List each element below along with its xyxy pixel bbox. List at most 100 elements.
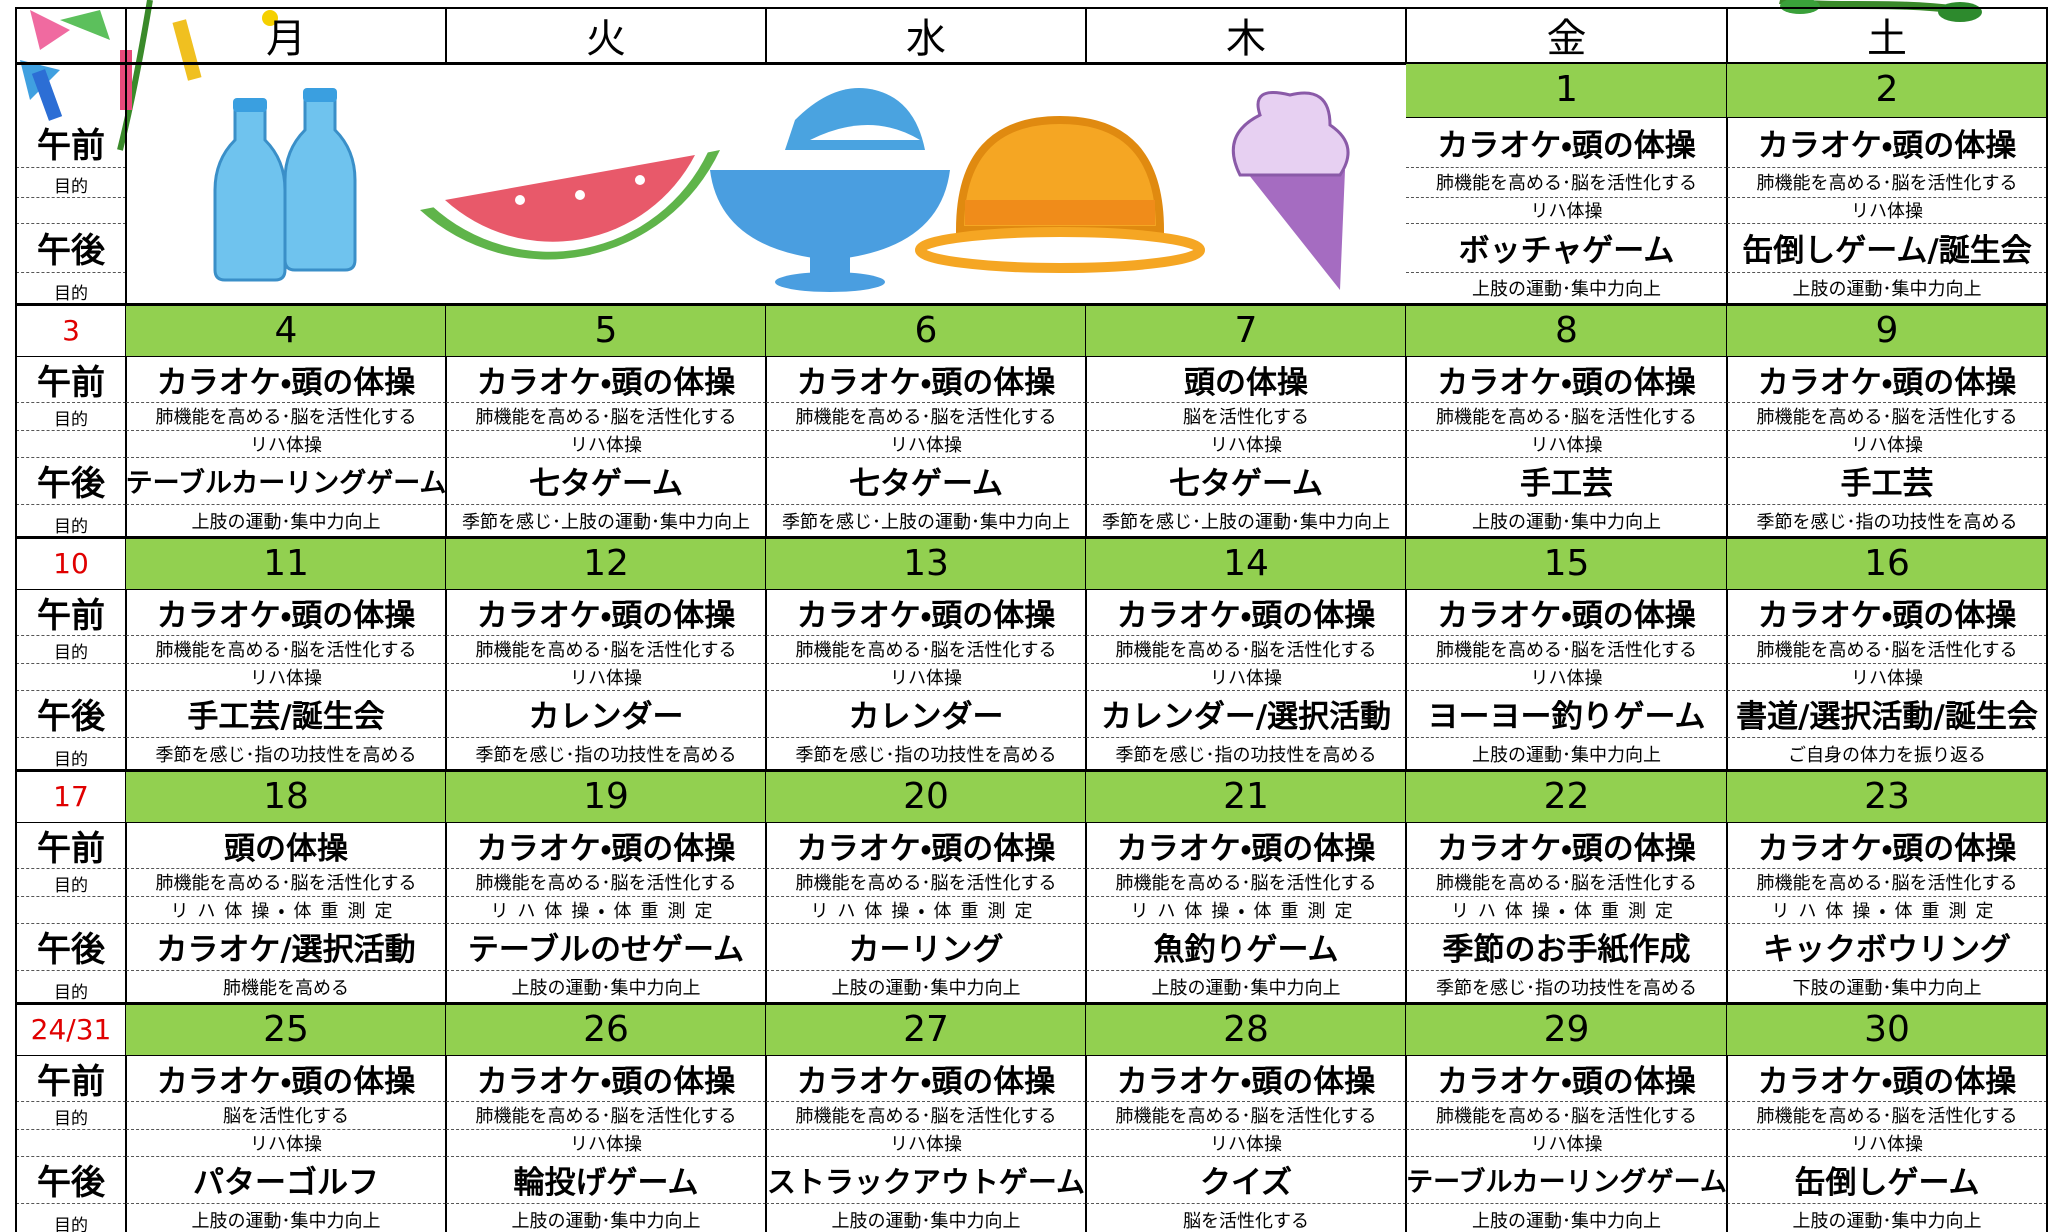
purpose-label: 目的 [54, 177, 88, 197]
day-number: 7 [1086, 304, 1406, 356]
rule [766, 1055, 1086, 1056]
rule [445, 7, 447, 62]
rule [1727, 770, 2047, 772]
am-activity: カラオケ・頭の体操 [1757, 1063, 2017, 1100]
am-activity: カラオケ・頭の体操 [1437, 597, 1696, 634]
am-purpose: 肺機能を高める･脳を活性化する [1115, 640, 1377, 661]
purpose-label: 目的 [54, 517, 88, 537]
rule [16, 62, 2047, 65]
rule [445, 1003, 447, 1232]
am-purpose: 肺機能を高める･脳を活性化する [475, 1106, 737, 1127]
am-activity: カラオケ・頭の体操 [796, 597, 1056, 634]
pm-purpose: 季節を感じ･指の功技性を高める [1115, 744, 1377, 766]
purpose-label: 目的 [54, 284, 88, 304]
ramune [213, 88, 357, 282]
dashed-rule [16, 970, 126, 971]
dashed-rule [446, 504, 766, 505]
pm-label: 午後 [37, 1163, 105, 1203]
dashed-rule [126, 1156, 446, 1157]
rule [765, 304, 767, 537]
rule [1726, 1003, 1728, 1232]
rule [1406, 62, 1727, 64]
dashed-rule [1086, 635, 1406, 636]
rule [1406, 1055, 1727, 1056]
day-number: 4 [126, 304, 446, 356]
dashed-rule [766, 663, 1086, 664]
dashed-rule [766, 402, 1086, 403]
reha-exercise: リハ体操 [1851, 434, 1923, 456]
weekday: 月 [266, 15, 306, 62]
pm-activity: 七タゲーム [848, 466, 1004, 502]
am-purpose: 肺機能を高める･脳を活性化する [1756, 1106, 2018, 1127]
am-label: 午前 [37, 125, 105, 166]
rule [446, 1003, 766, 1005]
pm-purpose: 上肢の運動･集中力向上 [831, 977, 1021, 999]
dashed-rule [1086, 737, 1406, 738]
rule [125, 7, 127, 62]
rule [1085, 7, 1087, 62]
rule [765, 7, 767, 62]
rule [1727, 1003, 2047, 1005]
dashed-rule [1727, 223, 2047, 224]
pm-activity: 魚釣りゲーム [1153, 932, 1339, 968]
dashed-rule [1727, 896, 2047, 897]
dashed-rule [1727, 1129, 2047, 1130]
rule [1405, 537, 1407, 770]
dashed-rule [1727, 402, 2047, 403]
dashed-rule [446, 737, 766, 738]
dashed-rule [1406, 970, 1727, 971]
day-number: 19 [446, 770, 766, 822]
am-purpose: 肺機能を高める･脳を活性化する [1756, 640, 2018, 661]
dashed-rule [1086, 1129, 1406, 1130]
pm-label: 午後 [37, 231, 105, 271]
am-label: 午前 [37, 595, 105, 636]
am-purpose: 肺機能を高める･脳を活性化する [1436, 1106, 1697, 1127]
ice-cream [1231, 91, 1350, 290]
day-number: 26 [446, 1003, 766, 1055]
reha-exercise: リハ体操 [250, 434, 322, 456]
am-purpose: 肺機能を高める･脳を活性化する [155, 407, 417, 428]
dashed-rule [446, 690, 766, 691]
day-number: 2 [1727, 62, 2047, 117]
am-purpose: 肺機能を高める･脳を活性化する [1115, 1106, 1377, 1127]
rule [1086, 589, 1406, 590]
sunday-date: 24/31 [30, 1012, 112, 1046]
dashed-rule [126, 1203, 446, 1204]
rule [1405, 770, 1407, 1003]
dashed-rule [1727, 504, 2047, 505]
rule [1727, 356, 2047, 357]
dashed-rule [1727, 167, 2047, 168]
rule [766, 1003, 1086, 1005]
dashed-rule [446, 923, 766, 924]
day-number: 6 [766, 304, 1086, 356]
rule [15, 1003, 17, 1232]
pm-purpose: 上肢の運動･集中力向上 [1472, 1210, 1661, 1232]
rule [2046, 537, 2048, 770]
reha-exercise: リハ体操・体重測定 [810, 900, 1042, 922]
dashed-rule [16, 635, 126, 636]
am-purpose: 脳を活性化する [1183, 407, 1309, 428]
rule [1405, 1003, 1407, 1232]
dashed-rule [1086, 1203, 1406, 1204]
am-purpose: 肺機能を高める･脳を活性化する [1436, 873, 1697, 894]
dashed-rule [766, 504, 1086, 505]
reha-exercise: リハ体操 [1210, 667, 1282, 689]
dashed-rule [446, 457, 766, 458]
dashed-rule [16, 402, 126, 403]
rule [126, 589, 446, 590]
rule [2046, 1003, 2048, 1232]
reha-exercise: リハ体操・体重測定 [490, 900, 722, 922]
pm-purpose: 季節を感じ･上肢の運動･集中力向上 [462, 511, 750, 533]
rule [125, 1003, 127, 1232]
rule [446, 537, 766, 539]
dashed-rule [126, 402, 446, 403]
am-activity: カラオケ・頭の体操 [476, 364, 736, 401]
day-number: 16 [1727, 537, 2047, 589]
pm-purpose: 上肢の運動･集中力向上 [1792, 279, 1982, 300]
rule [1085, 770, 1087, 1003]
am-purpose: 肺機能を高める･脳を活性化する [795, 873, 1057, 894]
pm-purpose: 季節を感じ･指の功技性を高める [155, 744, 417, 766]
dashed-rule [1406, 457, 1727, 458]
am-purpose: 肺機能を高める･脳を活性化する [475, 407, 737, 428]
pm-purpose: 季節を感じ･指の功技性を高める [795, 744, 1057, 766]
